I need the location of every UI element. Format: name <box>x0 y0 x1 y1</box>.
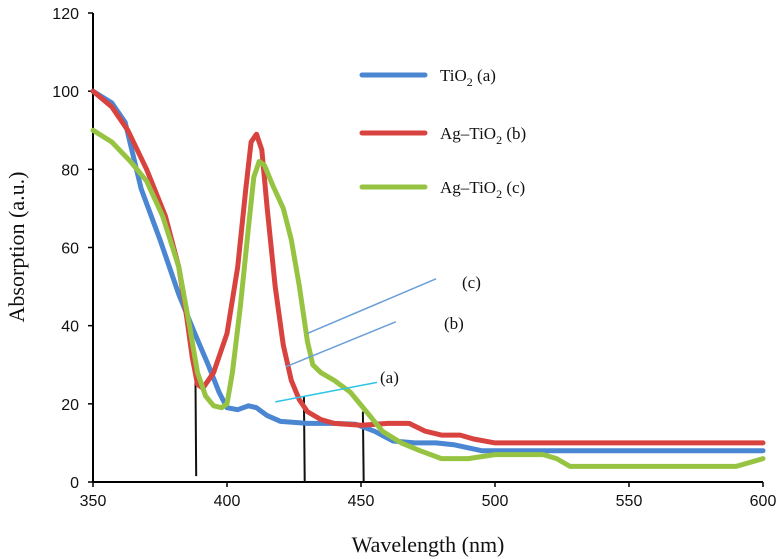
y-tick-label: 80 <box>61 162 79 179</box>
legend-label-ag-tio2-c: Ag–TiO2 (c) <box>440 178 525 201</box>
annotation-leader-lines <box>275 278 437 403</box>
drop-line <box>361 411 365 483</box>
series-line-1 <box>90 88 766 446</box>
x-ticks: 350 400 450 500 550 600 <box>80 482 777 510</box>
y-tick-label: 120 <box>52 6 79 23</box>
legend-label-tio2-a: TiO2 (a) <box>440 66 496 89</box>
x-axis-title: Wavelength (nm) <box>352 532 505 557</box>
series-line-0 <box>90 88 766 454</box>
legend-label-ag-tio2-b: Ag–TiO2 (b) <box>440 124 526 147</box>
x-tick-label: 500 <box>482 493 509 510</box>
y-tick-label: 100 <box>52 84 79 101</box>
y-tick-label: 20 <box>61 397 79 414</box>
annotation-leader-2 <box>307 278 437 335</box>
y-tick-label: 0 <box>70 475 79 492</box>
x-tick-label: 400 <box>214 493 241 510</box>
legend: TiO2 (a) Ag–TiO2 (b) Ag–TiO2 (c) <box>359 66 526 201</box>
x-tick-label: 350 <box>80 493 107 510</box>
annotation-leader-0 <box>275 381 378 403</box>
annotation-leader-1 <box>285 321 397 368</box>
y-ticks: 0 20 40 60 80 100 120 <box>52 6 93 492</box>
annotation-label-b: (b) <box>444 314 464 333</box>
y-axis-title: Absorption (a.u.) <box>4 172 29 323</box>
axes <box>92 13 763 483</box>
annotation-label-c: (c) <box>462 273 481 292</box>
y-tick-label: 60 <box>61 241 79 258</box>
x-tick-label: 600 <box>750 493 777 510</box>
series-line-2 <box>90 127 766 469</box>
x-tick-label: 450 <box>348 493 375 510</box>
y-tick-label: 40 <box>61 319 79 336</box>
x-tick-label: 550 <box>616 493 643 510</box>
series-lines <box>90 88 766 469</box>
annotation-label-a: (a) <box>380 368 399 387</box>
